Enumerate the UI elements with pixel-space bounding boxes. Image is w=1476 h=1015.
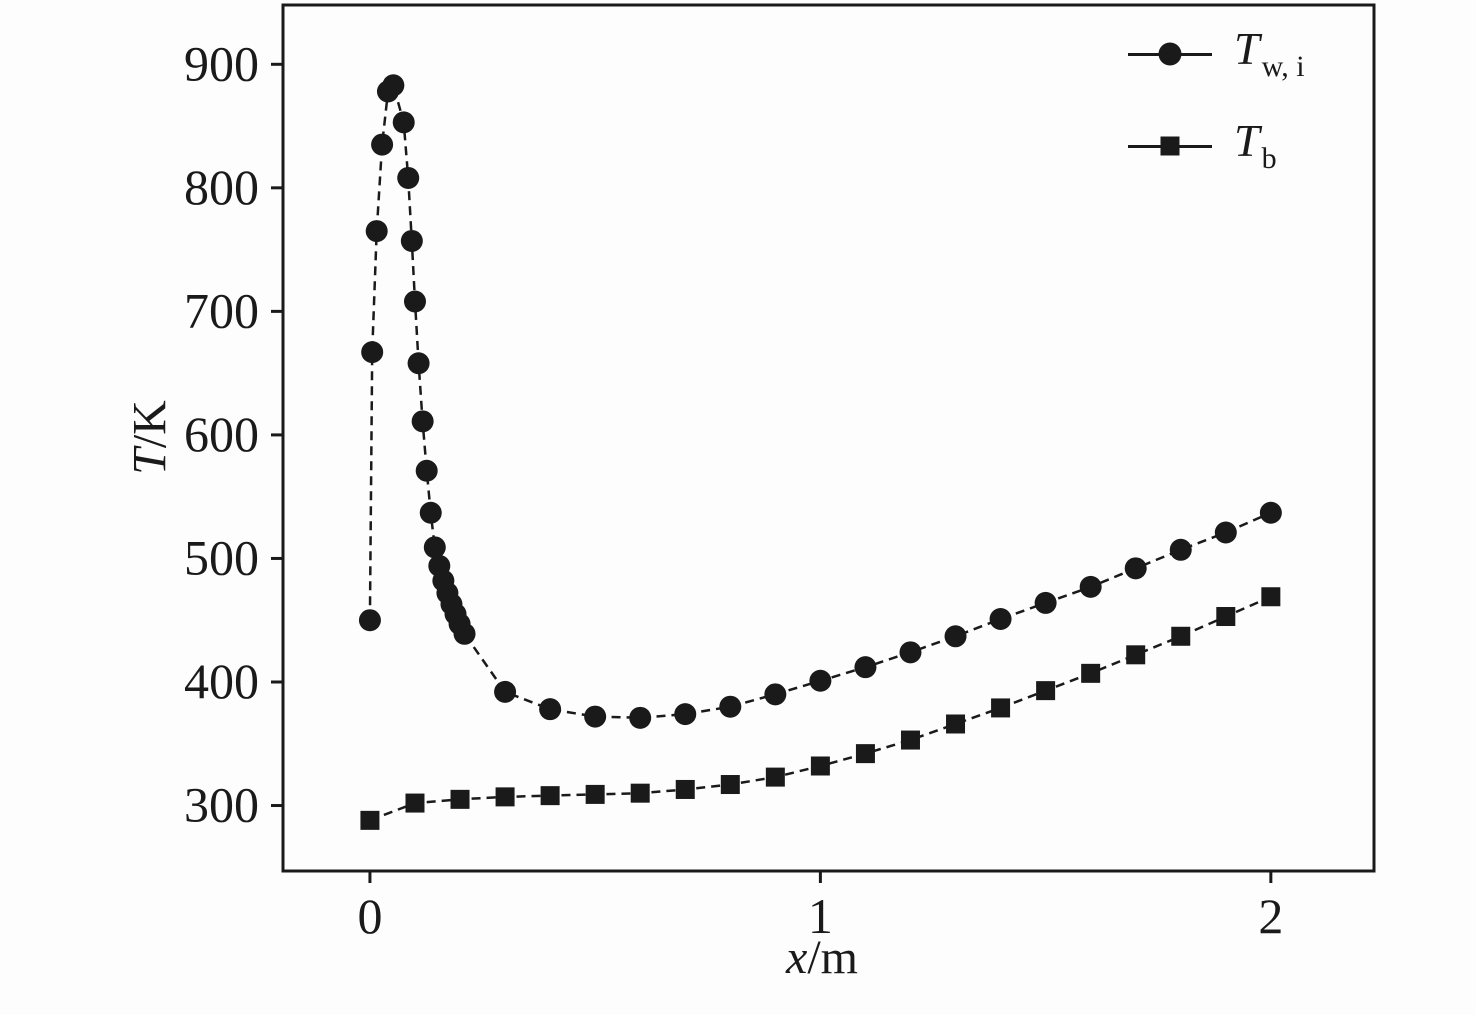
y-axis-title-symbol: T [123, 448, 177, 475]
data-point-square [540, 786, 560, 806]
data-point-circle [392, 111, 415, 134]
data-point-circle [719, 695, 742, 718]
data-point-circle [361, 341, 384, 364]
data-point-square [1261, 587, 1281, 607]
data-point-circle [382, 74, 405, 97]
circle-marker-icon [1158, 42, 1182, 66]
data-point-square [946, 714, 966, 734]
data-point-square [810, 756, 830, 776]
data-point-square [855, 744, 875, 764]
y-tick-label: 500 [184, 529, 259, 585]
y-tick-label: 800 [184, 159, 259, 215]
data-point-circle [397, 166, 420, 189]
data-point-square [1126, 645, 1146, 665]
data-point-circle [854, 656, 877, 679]
data-point-circle [1034, 591, 1057, 614]
square-marker-icon [1160, 136, 1180, 156]
y-tick-label: 900 [184, 35, 259, 91]
data-point-circle [584, 705, 607, 728]
y-tick-label: 600 [184, 406, 259, 462]
series-line-twi [368, 82, 1272, 720]
legend-label-tb-subscript: b [1261, 142, 1277, 175]
data-point-circle [494, 680, 517, 703]
data-point-circle [764, 683, 787, 706]
data-point-square [495, 787, 515, 807]
legend: Tw, i Tb [1128, 24, 1305, 176]
y-tick-label: 400 [184, 653, 259, 709]
data-point-circle [403, 290, 426, 313]
data-point-square [450, 789, 470, 809]
legend-item-tb: Tb [1128, 116, 1305, 176]
legend-item-twi: Tw, i [1128, 24, 1305, 84]
data-point-square [1036, 681, 1056, 701]
data-point-circle [989, 607, 1012, 630]
series-line-tb [369, 595, 1272, 822]
data-point-square [1171, 626, 1191, 646]
legend-label-tb-symbol: T [1234, 115, 1260, 166]
x-axis-title: x/m [742, 930, 902, 985]
data-point-square [1216, 607, 1236, 627]
data-point-circle [944, 625, 967, 648]
legend-label-twi: Tw, i [1234, 26, 1305, 82]
data-point-circle [1169, 538, 1192, 561]
data-point-circle [1214, 521, 1237, 544]
data-point-circle [423, 536, 446, 559]
x-axis-title-unit: /m [807, 931, 858, 984]
data-point-square [630, 783, 650, 803]
x-tick-label: 1 [808, 888, 833, 944]
data-point-square [900, 730, 920, 750]
data-point-circle [415, 459, 438, 482]
data-point-square [720, 775, 740, 795]
data-point-circle [411, 410, 434, 433]
data-point-square [1081, 663, 1101, 683]
data-point-square [360, 810, 380, 830]
data-point-circle [371, 133, 394, 156]
data-point-circle [358, 609, 381, 632]
data-point-circle [629, 706, 652, 729]
data-point-circle [400, 229, 423, 252]
x-tick-label: 2 [1258, 888, 1283, 944]
data-point-circle [1079, 575, 1102, 598]
data-point-circle [674, 703, 697, 726]
data-point-circle [809, 669, 832, 692]
x-axis-title-symbol: x [786, 931, 808, 984]
legend-line-sample-tb [1128, 136, 1212, 156]
y-tick-label: 700 [184, 282, 259, 338]
data-point-square [405, 793, 425, 813]
y-tick-label: 300 [184, 777, 259, 833]
data-point-circle [899, 641, 922, 664]
legend-label-twi-symbol: T [1234, 23, 1260, 74]
data-point-circle [539, 698, 562, 721]
x-tick-label: 0 [357, 888, 382, 944]
data-point-circle [1124, 557, 1147, 580]
data-point-square [991, 698, 1011, 718]
data-point-square [585, 784, 605, 804]
data-point-circle [419, 501, 442, 524]
plot-frame [281, 3, 1376, 873]
legend-label-tb: Tb [1234, 118, 1277, 174]
data-point-square [765, 767, 785, 787]
y-axis-title-unit: /K [123, 400, 177, 449]
data-point-square [675, 779, 695, 799]
y-axis-title: T/K [123, 392, 178, 484]
data-point-circle [365, 220, 388, 243]
data-point-circle [1259, 501, 1282, 524]
data-point-circle [453, 622, 476, 645]
legend-label-twi-subscript: w, i [1261, 50, 1305, 83]
data-point-circle [407, 352, 430, 375]
legend-line-sample-twi [1128, 42, 1212, 66]
